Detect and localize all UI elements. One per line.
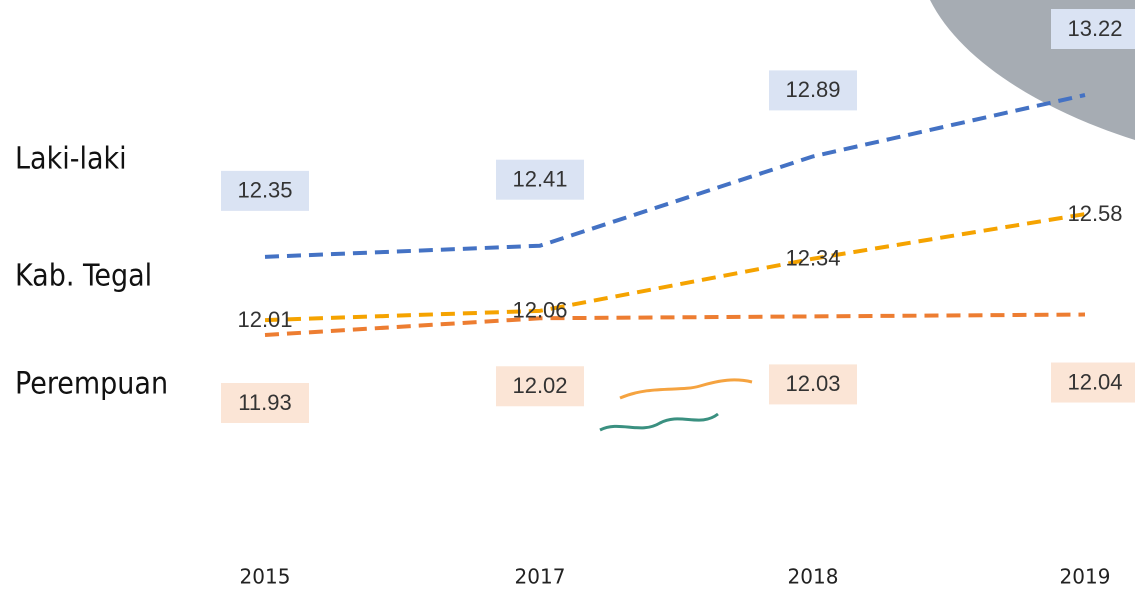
label-box xyxy=(221,383,309,423)
data-label: 12.06 xyxy=(512,298,567,323)
legend-label: Perempuan xyxy=(15,367,168,402)
label-box xyxy=(769,364,857,405)
line xyxy=(264,312,1086,337)
data-label: 12.04 xyxy=(1067,369,1122,394)
x-tick-label: 2019 xyxy=(1060,565,1111,589)
label-box xyxy=(1051,9,1135,49)
data-label: 12.34 xyxy=(785,246,840,271)
line xyxy=(264,212,1086,323)
data-label: 12.35 xyxy=(237,178,292,203)
x-tick-label: 2017 xyxy=(515,565,566,589)
legend-label: Kab. Tegal xyxy=(15,259,152,294)
data-label: 12.03 xyxy=(785,371,840,396)
data-label: 12.02 xyxy=(512,373,567,398)
data-label: 12.41 xyxy=(512,167,567,192)
label-box xyxy=(221,170,309,211)
decor-squiggle xyxy=(599,412,719,432)
label-box xyxy=(496,366,584,407)
data-label: 12.89 xyxy=(785,77,840,102)
x-tick-label: 2015 xyxy=(240,565,291,589)
decor-squiggle xyxy=(619,378,753,400)
data-label: 12.58 xyxy=(1067,201,1122,226)
data-label: 11.93 xyxy=(238,390,291,415)
line xyxy=(264,93,1086,259)
data-label: 13.22 xyxy=(1067,16,1122,41)
x-tick-label: 2018 xyxy=(788,565,839,589)
label-box xyxy=(769,70,857,111)
label-box xyxy=(1051,362,1135,403)
legend-label: Laki-laki xyxy=(15,142,127,177)
data-label: 12.01 xyxy=(237,307,292,332)
label-box xyxy=(496,159,584,200)
